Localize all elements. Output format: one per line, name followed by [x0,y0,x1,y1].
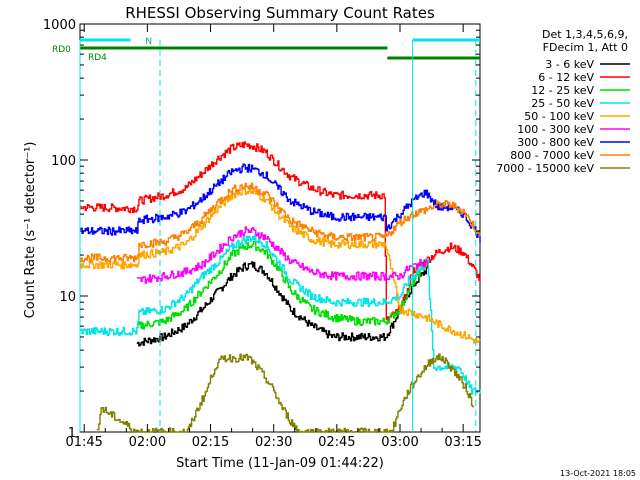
series-line-0 [136,261,429,347]
series-line-2 [136,240,429,330]
x-tick-label-6: 03:15 [444,435,481,450]
legend-header-line-1: Det 1,3,4,5,6,9, [542,28,628,41]
legend-header-line-2: FDecim 1, Att 0 [543,41,628,54]
legend-label-6: 300 - 800 keV [517,136,594,149]
series-line-5 [136,226,429,284]
legend-label-2: 12 - 25 keV [531,84,594,97]
legend-label-7: 800 - 7000 keV [510,149,594,162]
legend-label-4: 50 - 100 keV [524,110,594,123]
rd0-label: RD0 [52,45,71,55]
legend-label-5: 100 - 300 keV [517,123,594,136]
plot-area: RD0 RD4 N [52,23,481,433]
x-tick-label-3: 02:30 [255,435,292,450]
y-axis: 1 10 100 1000 [43,18,480,441]
rd4-label: RD4 [88,53,107,63]
y-tick-label-3: 1000 [43,18,76,33]
x-axis-label: Start Time (11-Jan-09 01:44:22) [176,456,384,471]
y-tick-label-2: 100 [51,154,76,169]
series-line-8 [96,353,475,433]
series-line-7 [80,182,481,263]
x-tick-label-2: 02:15 [192,435,229,450]
legend-label-0: 3 - 6 keV [545,58,594,71]
x-axis: 01:45 02:00 02:15 02:30 02:45 03:00 03:15 [65,24,482,450]
y-tick-label-1: 10 [59,290,76,305]
x-tick-label-4: 02:45 [318,435,355,450]
series-line-4 [80,186,481,344]
series-line-1 [80,141,481,321]
legend-label-8: 7000 - 15000 keV [496,162,594,175]
y-tick-label-0: 1 [68,426,76,441]
chart-title: RHESSI Observing Summary Count Rates [125,4,435,22]
x-tick-label-0: 01:45 [65,435,102,450]
legend-label-3: 25 - 50 keV [531,97,594,110]
y-axis-label: Count Rate (s⁻¹ detector⁻¹) [23,142,38,319]
legend: Det 1,3,4,5,6,9, FDecim 1, Att 0 3 - 6 k… [496,28,630,175]
series-line-6 [80,163,481,243]
legend-label-1: 6 - 12 keV [538,71,594,84]
n-label: N [145,37,152,47]
x-tick-label-5: 03:00 [381,435,418,450]
series-line-3 [80,234,481,395]
x-tick-label-1: 02:00 [129,435,166,450]
footer-date: 13-Oct-2021 18:05 [560,469,636,478]
plot-frame [79,23,481,433]
